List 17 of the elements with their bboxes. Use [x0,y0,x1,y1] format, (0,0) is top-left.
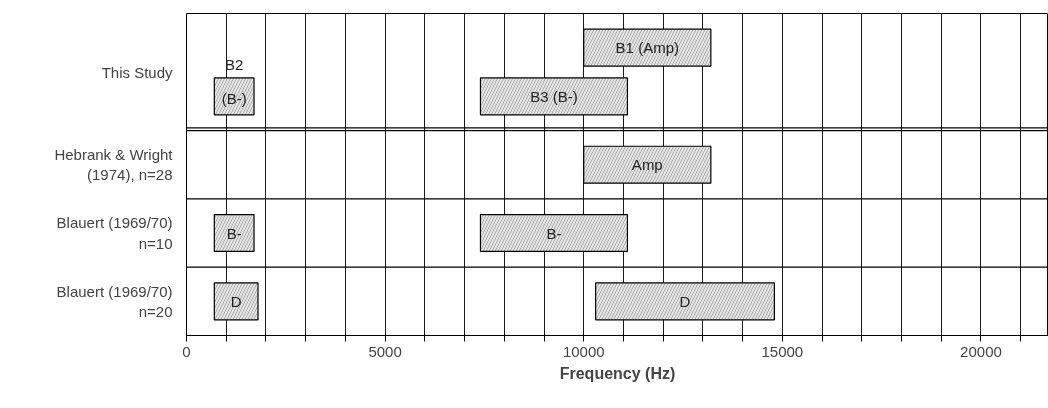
data-label: D [679,292,691,310]
data-label: Amp [631,156,663,174]
x-tick-label: 20000 [960,342,1002,360]
x-tick-label: 15000 [761,342,804,360]
y-tick-label: Blauert (1969/70) n=10 [56,214,173,252]
x-tick-label: 0 [182,342,191,360]
y-tick-label: Hebrank & Wright (1974), n=28 [54,146,174,184]
data-label: B1 (Amp) [615,39,679,57]
data-label: B- [226,224,242,242]
x-tick-label: 5000 [368,342,402,360]
y-tick-label: Blauert (1969/70) n=20 [56,282,173,321]
data-label: B- [546,224,562,242]
x-tick-label: 10000 [562,342,605,360]
y-tick-label: This Study [101,63,173,81]
x-axis-title: Frequency (Hz) [559,364,676,382]
data-label: B3 (B-) [530,87,578,105]
data-label: D [230,292,242,310]
